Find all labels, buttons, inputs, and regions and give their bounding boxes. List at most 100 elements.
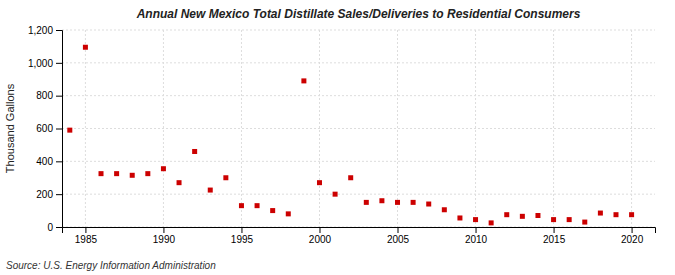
y-tick-mark [56, 63, 62, 64]
x-tick-label: 1995 [231, 234, 254, 245]
x-tick: 1995 [231, 227, 254, 245]
y-tick-label: 1,000 [28, 58, 53, 69]
y-tick: 400 [36, 156, 62, 167]
point [270, 208, 275, 213]
point [145, 171, 150, 176]
point [457, 215, 462, 220]
point [364, 200, 369, 205]
x-grid-line [85, 30, 86, 227]
y-grid-line [62, 62, 655, 63]
y-tick-label: 600 [36, 123, 53, 134]
point [348, 175, 353, 180]
x-grid-line [241, 30, 242, 227]
x-grid-line [475, 30, 476, 227]
x-grid-line [319, 30, 320, 227]
y-tick-mark [56, 129, 62, 130]
x-tick-mark [398, 227, 399, 233]
point [504, 212, 509, 217]
point [442, 207, 447, 212]
x-tick-mark [554, 227, 555, 233]
point [99, 171, 104, 176]
point [411, 200, 416, 205]
point [286, 211, 291, 216]
point [192, 149, 197, 154]
point [395, 200, 400, 205]
x-tick-mark [319, 227, 320, 233]
x-tick-label: 2020 [621, 234, 644, 245]
point [598, 211, 603, 216]
x-tick: 2000 [309, 227, 332, 245]
y-tick-mark [56, 227, 62, 228]
plot-area: 1985 1990 1995 2000 2005 2010 2015 2020 0 200 400 6… [28, 25, 656, 245]
x-tick: 2010 [465, 227, 488, 245]
x-tick-label: 2005 [387, 234, 410, 245]
y-grid-line [62, 194, 655, 195]
x-grid-line [631, 30, 632, 227]
x-tick-mark [476, 227, 477, 233]
y-tick-label: 1,200 [28, 25, 53, 36]
x-tick: 2020 [621, 227, 644, 245]
x-grid-line [397, 30, 398, 227]
point [379, 198, 384, 203]
y-grid-line [62, 95, 655, 96]
point [582, 220, 587, 225]
point [223, 175, 228, 180]
x-tick-label: 2015 [543, 234, 566, 245]
x-tick-label: 1985 [75, 234, 98, 245]
grid [62, 30, 655, 227]
x-tick: 1985 [75, 227, 98, 245]
point [535, 213, 540, 218]
point [208, 188, 213, 193]
point [83, 45, 88, 50]
y-tick-mark [56, 194, 62, 195]
source-note: Source: U.S. Energy Information Administ… [6, 260, 216, 271]
y-tick: 200 [36, 189, 62, 200]
point [130, 173, 135, 178]
x-tick-label: 1990 [153, 234, 176, 245]
point [613, 212, 618, 217]
x-tick-mark [241, 227, 242, 233]
y-tick: 800 [36, 90, 62, 101]
x-grid-line [553, 30, 554, 227]
x-tick-mark [163, 227, 164, 233]
x-tick: 2005 [387, 227, 410, 245]
y-axis: 0 200 400 600 800 1,000 1,200 [28, 25, 63, 233]
point [67, 128, 72, 133]
x-tick: 1990 [153, 227, 176, 245]
point [114, 171, 119, 176]
x-tick-label: 2010 [465, 234, 488, 245]
x-tick-label: 2000 [309, 234, 332, 245]
y-axis-line [56, 31, 63, 228]
y-grid-line [62, 30, 655, 31]
point [551, 217, 556, 222]
y-tick: 600 [36, 123, 62, 134]
y-grid-line [62, 128, 655, 129]
x-tick-mark [85, 227, 86, 233]
y-grid-line [62, 161, 655, 162]
point [629, 212, 634, 217]
title: Annual New Mexico Total Distillate Sales… [136, 7, 581, 21]
y-tick: 1,200 [28, 25, 62, 36]
point [333, 192, 338, 197]
point [426, 202, 431, 207]
point [567, 217, 572, 222]
y-tick-label: 0 [47, 222, 53, 233]
y-tick-label: 200 [36, 189, 53, 200]
point [489, 220, 494, 225]
x-axis-line [63, 228, 656, 234]
y-tick-label: 400 [36, 156, 53, 167]
point [239, 203, 244, 208]
y-tick-mark [56, 30, 62, 31]
point [520, 214, 525, 219]
point [473, 217, 478, 222]
x-axis: 1985 1990 1995 2000 2005 2010 2015 2020 [63, 227, 656, 245]
y-tick: 0 [47, 222, 62, 233]
y-tick-mark [56, 161, 62, 162]
y-tick-label: 800 [36, 90, 53, 101]
x-tick: 2015 [543, 227, 566, 245]
point [317, 180, 322, 185]
x-tick-mark [632, 227, 633, 233]
point [301, 78, 306, 83]
y-axis-title: Thousand Gallons [4, 83, 16, 173]
point [161, 166, 166, 171]
